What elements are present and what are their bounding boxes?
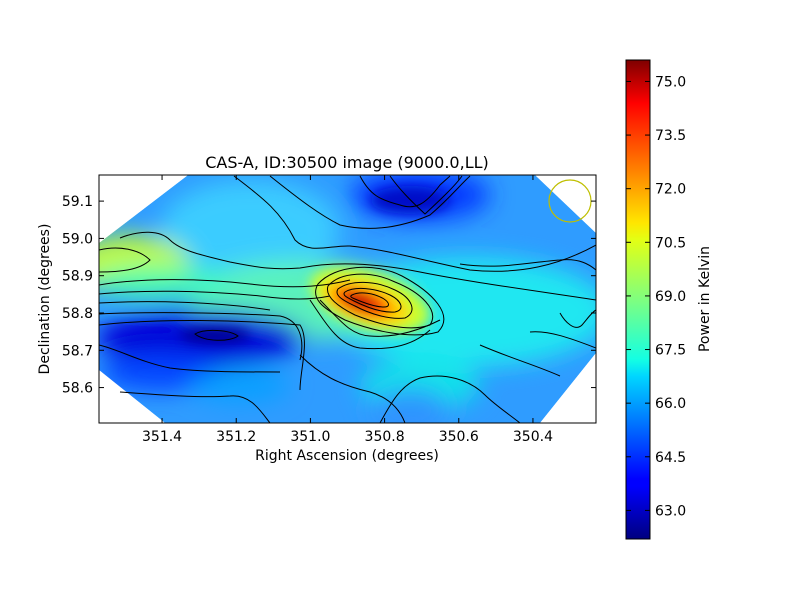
colorbar-label: Power in Kelvin [697,246,713,352]
y-axis: 58.6 58.7 58.8 58.9 59.0 59.1 [62,194,596,397]
x-tick-label: 351.0 [290,429,330,445]
y-axis-label: Declination (degrees) [37,224,53,375]
x-tick-label: 351.2 [216,429,256,445]
colorbar-tick-label: 73.5 [655,128,686,144]
colorbar-tick-label: 64.5 [655,450,686,466]
colorbar-ticks: 63.0 64.5 66.0 67.5 69.0 70.5 72.0 73.5 75.0 [626,74,686,519]
chart-title: CAS-A, ID:30500 image (9000.0,LL) [205,153,489,172]
colorbar-tick-label: 75.0 [655,74,686,90]
axes-frame [98,174,597,424]
x-tick-label: 350.4 [513,429,553,445]
colorbar-tick-label: 72.0 [655,182,686,198]
y-tick-label: 59.1 [62,194,93,210]
colorbar-tick-label: 66.0 [655,396,686,412]
colorbar-tick-label: 67.5 [655,343,686,359]
colorbar [625,59,651,540]
contours [99,175,596,423]
x-axis: 351.4 351.2 351.0 350.8 350.6 350.4 [142,175,553,445]
x-tick-label: 350.8 [365,429,405,445]
x-tick-label: 350.6 [439,429,479,445]
y-tick-label: 58.8 [62,306,93,322]
x-axis-label: Right Ascension (degrees) [255,448,439,464]
y-tick-label: 58.9 [62,269,93,285]
y-tick-label: 59.0 [62,231,93,247]
heatmap-image [99,175,596,423]
y-tick-label: 58.7 [62,343,93,359]
y-tick-label: 58.6 [62,381,93,397]
colorbar-tick-label: 70.5 [655,235,686,251]
x-tick-label: 351.4 [142,429,182,445]
colorbar-tick-label: 69.0 [655,289,686,305]
colorbar-tick-label: 63.0 [655,503,686,519]
